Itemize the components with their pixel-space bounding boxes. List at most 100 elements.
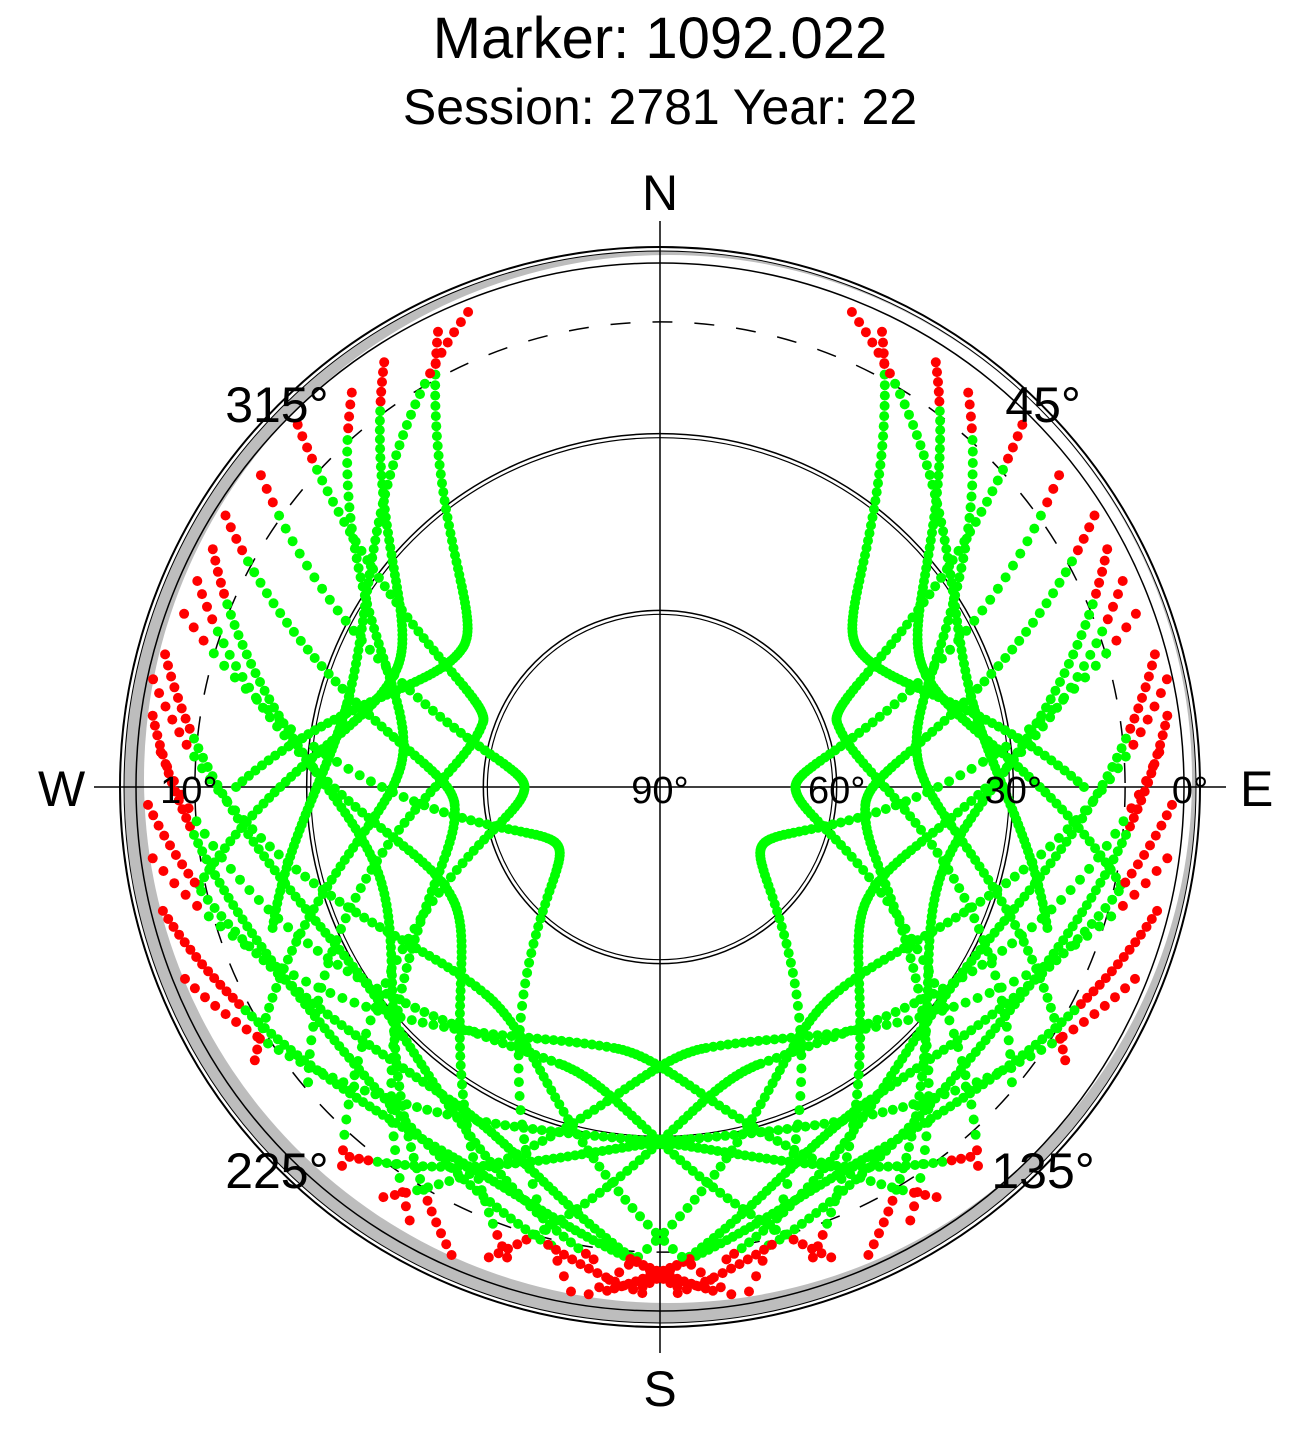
- track-point: [430, 380, 441, 391]
- track-point: [972, 993, 983, 1003]
- track-point: [890, 800, 901, 811]
- track-point: [861, 810, 872, 821]
- track-point: [530, 929, 541, 940]
- track-point: [215, 921, 226, 932]
- track-point: [344, 526, 355, 537]
- track-point: [763, 1055, 774, 1066]
- track-point: [227, 992, 238, 1003]
- track-point: [787, 967, 798, 978]
- track-point: [898, 1102, 908, 1113]
- track-point: [463, 307, 474, 317]
- track-point: [1128, 812, 1139, 823]
- track-point: [216, 911, 227, 922]
- track-point: [1027, 954, 1038, 965]
- track-point: [427, 705, 438, 716]
- track-point: [183, 803, 194, 814]
- track-point: [1080, 620, 1091, 630]
- track-point: [455, 1000, 466, 1011]
- track-point: [224, 649, 235, 660]
- track-point: [339, 1129, 350, 1140]
- track-point: [363, 1155, 374, 1166]
- track-point: [520, 1224, 531, 1235]
- track-point: [302, 560, 312, 571]
- track-point: [1140, 682, 1151, 693]
- track-point: [166, 671, 177, 682]
- track-point: [1050, 685, 1061, 696]
- track-point: [860, 1023, 871, 1034]
- track-point: [857, 1111, 868, 1122]
- track-point: [855, 1042, 865, 1053]
- track-point: [1090, 660, 1101, 671]
- track-point: [869, 504, 879, 515]
- track-point: [796, 1063, 807, 1074]
- track-point: [371, 631, 382, 642]
- track-point: [1105, 774, 1115, 785]
- track-point: [879, 400, 890, 411]
- track-point: [551, 1225, 562, 1236]
- track-point: [1140, 878, 1151, 889]
- track-point: [822, 1218, 833, 1229]
- track-point: [953, 545, 964, 556]
- track-point: [844, 1180, 855, 1191]
- track-point: [297, 733, 308, 744]
- track-point: [533, 921, 544, 932]
- track-point: [1086, 892, 1097, 903]
- track-point: [506, 1041, 517, 1052]
- track-point: [176, 703, 187, 714]
- track-point: [343, 1025, 354, 1036]
- track-point: [334, 896, 345, 907]
- track-point: [751, 1106, 762, 1117]
- track-point: [1068, 649, 1079, 660]
- track-point: [264, 858, 275, 869]
- track-point: [287, 945, 297, 956]
- track-point: [302, 442, 313, 453]
- track-point: [387, 787, 398, 798]
- track-point: [308, 762, 319, 773]
- track-point: [189, 751, 200, 762]
- track-point: [572, 1129, 583, 1140]
- track-point: [1042, 497, 1053, 508]
- track-point: [882, 705, 893, 716]
- track-point: [812, 1030, 823, 1041]
- track-point: [316, 1067, 327, 1078]
- track-point: [441, 504, 451, 515]
- track-point: [294, 548, 305, 559]
- track-point: [798, 1149, 808, 1160]
- track-point: [238, 815, 249, 825]
- track-point: [938, 526, 949, 537]
- track-point: [189, 733, 199, 744]
- track-point: [1113, 589, 1123, 600]
- track-point: [897, 692, 908, 703]
- track-point: [977, 605, 988, 616]
- track-point: [191, 952, 202, 962]
- track-point: [958, 553, 969, 564]
- track-point: [852, 1089, 863, 1100]
- track-point: [424, 893, 435, 904]
- track-point: [540, 1034, 551, 1045]
- track-point: [659, 1227, 670, 1238]
- track-point: [895, 389, 905, 400]
- track-point: [1029, 523, 1040, 534]
- track-point: [241, 1024, 252, 1035]
- track-point: [904, 1142, 914, 1153]
- track-point: [1036, 1045, 1047, 1055]
- track-point: [1079, 805, 1090, 816]
- track-point: [408, 1152, 419, 1163]
- track-point: [721, 1254, 732, 1265]
- track-point: [446, 1250, 457, 1260]
- track-point: [620, 1194, 631, 1205]
- track-point: [1130, 937, 1141, 948]
- track-point: [385, 589, 396, 600]
- track-point: [422, 1195, 433, 1206]
- track-point: [804, 1213, 815, 1224]
- track-point: [398, 792, 409, 802]
- track-point: [1059, 668, 1070, 679]
- track-point: [1014, 1057, 1025, 1067]
- track-point: [379, 581, 390, 592]
- track-point: [1069, 683, 1080, 694]
- track-point: [445, 872, 456, 883]
- track-point: [386, 970, 397, 981]
- track-point: [309, 741, 319, 752]
- track-point: [392, 1159, 403, 1169]
- track-point: [1076, 630, 1087, 641]
